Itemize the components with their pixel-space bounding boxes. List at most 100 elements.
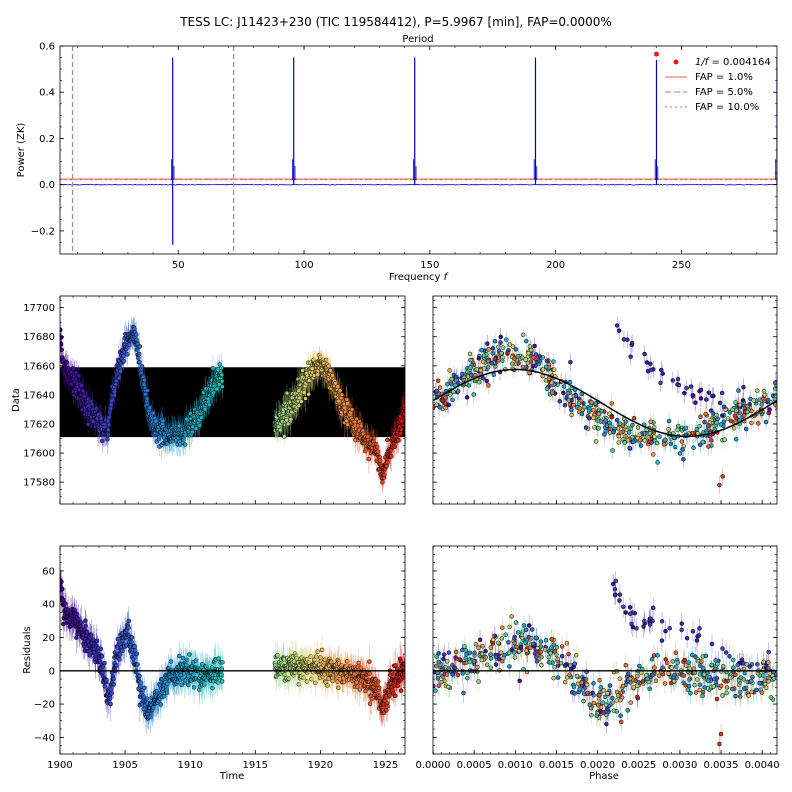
phase-data-point (478, 367, 483, 373)
x-tick-label: 50 (172, 260, 185, 271)
data-point (85, 422, 91, 427)
phase-data-point (654, 440, 660, 446)
data-point (296, 403, 302, 408)
phase-data-point (550, 390, 555, 396)
phase-data-point (583, 425, 589, 430)
phase-data-point (617, 421, 623, 426)
data-point (145, 388, 150, 393)
phase-data-point (546, 376, 552, 381)
residuals-ylabel: Residuals (22, 626, 33, 673)
phase-data-point (720, 474, 725, 479)
residuals-time-panel: Time Residuals 1900 1905 1910 1915 1920 1925−… (22, 545, 406, 782)
y-tick-label: −0.2 (31, 226, 55, 237)
phase-data-point (722, 437, 727, 442)
phase-data-point (745, 409, 750, 415)
phase-data-point (491, 372, 497, 378)
phase-data-point (614, 323, 620, 328)
data-time-panel: Data 17580 17600 17620 17640 17660 17680 17700 (11, 295, 406, 505)
phase-data-point (761, 396, 766, 402)
phase-data-point (528, 359, 534, 364)
data-point (219, 372, 225, 378)
phase-data-point (688, 384, 694, 389)
phase-data-point (505, 350, 510, 356)
phase-data-point (675, 427, 680, 433)
phase-data-point (761, 389, 767, 394)
phase-data-point (742, 413, 747, 418)
phase-data-point (526, 350, 531, 356)
phase-data-point (623, 434, 628, 439)
phase-data-point (561, 390, 566, 396)
phase-data-point (577, 406, 582, 411)
residual-point (60, 579, 64, 584)
phase-data-point (593, 401, 598, 406)
phase-data-point (614, 417, 620, 423)
phase-data-point (631, 415, 637, 421)
phase-data-point (528, 347, 534, 353)
phase-data-point (557, 398, 562, 404)
y-tick-label: 0.6 (39, 42, 55, 53)
phase-data-point (602, 432, 607, 437)
data-point (398, 431, 403, 436)
model-curve (433, 368, 777, 438)
x-tick-label: 150 (420, 260, 439, 271)
legend-label-best-period: 1/f = 0.004164 (695, 57, 771, 68)
phase-data-point (715, 416, 720, 422)
phase-data-point (537, 358, 543, 364)
data-point (288, 417, 293, 422)
data-point (106, 432, 111, 438)
phase-data-point (562, 402, 568, 408)
data-point (354, 416, 359, 422)
phase-data-point (706, 423, 711, 428)
phase-data-point (661, 442, 667, 447)
phase-data-point (596, 411, 602, 417)
phase-data-point (609, 401, 615, 406)
phase-data-point (648, 361, 653, 366)
phase-data-point (480, 359, 486, 365)
phase-data-point (642, 351, 647, 357)
residual-point (108, 701, 113, 707)
phase-data-point (751, 398, 756, 403)
y-tick-label: 0.2 (39, 134, 55, 145)
data-point (112, 393, 117, 398)
phase-data-point (499, 350, 504, 356)
phase-data-point (693, 400, 698, 405)
phase-data-point (450, 397, 455, 403)
phase-data-point (630, 422, 635, 428)
phase-data-point (694, 426, 700, 432)
phase-data-point (670, 378, 676, 383)
phase-data-point (749, 420, 754, 426)
phase-data-point (709, 438, 714, 443)
phase-data-point (683, 425, 689, 431)
phase-data-point (460, 371, 465, 377)
phase-data-point (573, 393, 579, 398)
legend-marker-best-period (673, 59, 679, 65)
phase-data-point (616, 328, 622, 333)
residual-point (275, 652, 280, 658)
data-point (396, 438, 401, 443)
data-point (282, 434, 287, 439)
data-time-plot-area (60, 316, 405, 495)
y-tick-label: 17580 (23, 478, 55, 489)
periodogram-top-axis-label: Period (402, 34, 433, 45)
phase-data-point (549, 380, 554, 386)
phase-data-point (697, 442, 703, 448)
data-point (400, 422, 405, 427)
phase-data-point (543, 364, 549, 370)
phase-data-point (630, 434, 635, 440)
data-phase-panel (432, 295, 778, 505)
phase-data-point (464, 395, 470, 400)
phase-data-point (484, 378, 490, 384)
residual-point (132, 644, 137, 649)
phase-data-point (435, 378, 441, 384)
residuals-time-plot-area (60, 565, 405, 734)
x-tick-label: 200 (546, 260, 565, 271)
phase-data-point (596, 425, 601, 431)
phase-data-point (618, 430, 624, 435)
phase-data-point (476, 356, 482, 361)
phase-data-point (616, 433, 622, 439)
phase-data-point (772, 380, 777, 386)
phase-data-point (544, 386, 550, 391)
residual-point (219, 679, 225, 684)
phase-data-point (544, 358, 550, 364)
phase-data-point (682, 390, 687, 396)
